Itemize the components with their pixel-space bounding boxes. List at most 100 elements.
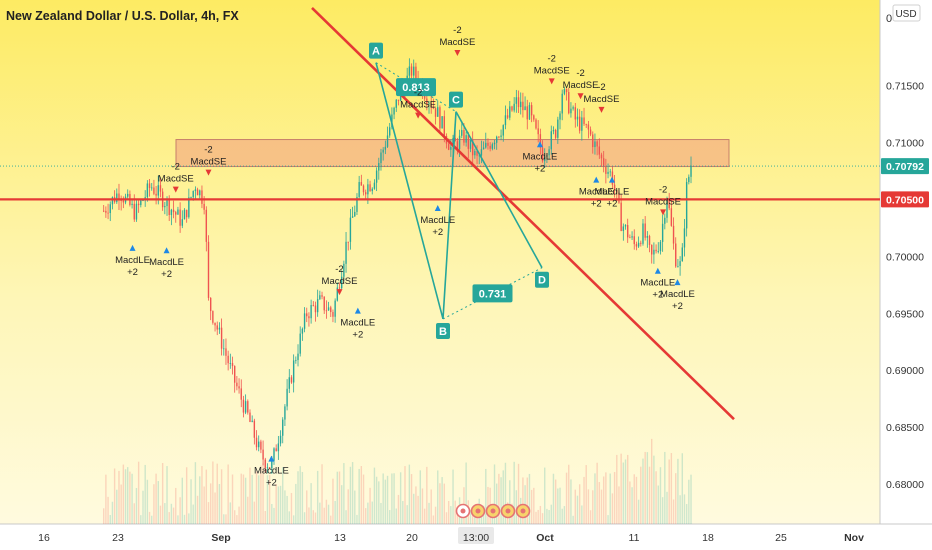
economic-event-icon[interactable] [455,503,471,519]
candle-body [338,287,341,289]
abcd-ratio-badge [472,284,513,303]
volume-bar [220,469,223,524]
candle-body [496,136,498,143]
signal-label: MacdLE [149,257,184,268]
signal-label: MacdSE [534,65,570,76]
abcd-point-d[interactable] [535,271,549,288]
time-tick-label: 23 [112,532,124,544]
volume-bar [151,515,153,524]
volume-bar [360,465,363,524]
candle-body [229,363,232,364]
volume-bar [166,466,168,524]
volume-bar [175,487,177,524]
candle-body [207,241,210,298]
volume-bar [223,514,225,524]
volume-bar [321,464,323,524]
currency-badge[interactable] [892,4,921,22]
candle-body [310,305,312,319]
abcd-point-c[interactable] [449,91,463,108]
abcd-leg[interactable] [442,111,457,320]
abcd-point-a[interactable] [369,42,383,59]
abcd-leg[interactable] [375,62,444,320]
volume-bar [576,495,579,524]
volume-bar [194,462,197,524]
candle-body [330,307,332,313]
candle-body [657,251,659,252]
event-dot [460,508,466,514]
economic-event-icon[interactable] [500,503,516,519]
volume-bar [683,494,686,524]
volume-bar [572,515,574,524]
volume-bar [332,478,334,524]
candle-body [292,360,295,383]
volume-bar [196,495,199,524]
volume-bar [124,469,127,524]
volume-bar [581,505,583,524]
candle-body [557,119,559,138]
candle-body [393,107,395,115]
volume-bar [258,475,260,524]
short-entry-arrow [548,78,555,85]
candle-body [456,141,459,150]
candle-body [467,135,470,149]
volume-bar [382,473,384,524]
candle-body [629,237,631,239]
volume-bar [268,475,271,524]
volume-bar [380,502,382,524]
volume-bar [188,513,190,524]
volume-bar [308,507,310,524]
price-tick-label: 0.68500 [886,422,924,434]
volume-bar [496,483,498,524]
event-markers[interactable] [455,503,531,519]
candle-body [493,142,496,145]
long-entry-arrow [608,176,615,183]
volume-bar [653,455,655,524]
candle-body [690,165,692,177]
volume-bar [203,486,205,524]
volume-bar [561,508,563,524]
candle-body [196,189,199,196]
economic-event-icon[interactable] [485,503,501,519]
time-axis[interactable]: 16 23 Sep 13 20 13:00 Oct 11 18 25 Nov [38,527,864,544]
candle-body [179,209,181,226]
candle-body [231,363,234,367]
candle-body [598,146,601,155]
volume-bar [688,479,690,524]
volume-bar [264,510,266,524]
economic-event-icon[interactable] [515,503,531,519]
candle-body [249,412,251,422]
volume-bar [282,467,284,524]
volume-bar [378,481,380,524]
chart-title: New Zealand Dollar / U.S. Dollar, 4h, FX [6,9,239,23]
signal-label: MacdLE [640,278,675,289]
candle-body [203,203,205,210]
signal-count: +2 [607,199,618,210]
trendline-segment[interactable] [311,7,735,421]
candle-body [362,185,365,193]
candle-body [655,249,657,252]
volume-bar [596,462,598,524]
volume-bar [161,463,164,524]
volume-bar [437,470,439,524]
volume-bar [530,489,533,524]
abcd-ratio-label: 0.731 [479,288,507,300]
volume-bar [279,485,282,524]
short-entry-arrow [172,186,179,193]
volume-bar [384,479,387,524]
candle-body [541,147,544,162]
candle-body [148,183,151,189]
candle-body [513,103,515,111]
candle-body [471,139,474,156]
candle-body [441,116,443,129]
volume-bar [594,473,596,524]
economic-event-icon[interactable] [470,503,486,519]
volume-bar [465,462,467,524]
abcd-point-b[interactable] [436,322,450,339]
price-axis[interactable]: 0.71500 0.71000 0.70000 0.69500 0.69000 0.685… [886,80,924,491]
candle-body [546,155,548,157]
abcd-leg[interactable] [455,111,543,269]
candle-body [624,225,627,227]
volume-bar [312,510,314,524]
